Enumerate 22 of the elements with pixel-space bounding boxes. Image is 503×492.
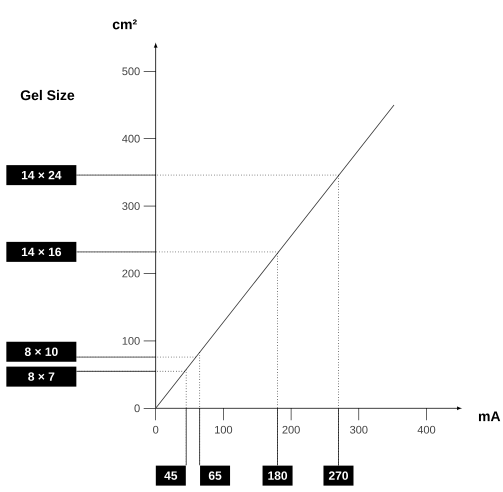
x-tick-label: 400 [418,426,436,434]
y-axis-title: cm² [112,19,137,30]
y-tick-label: 0 [134,404,140,412]
x-tick-label: 200 [282,426,300,434]
ref-line-label: 270 [328,471,348,480]
y-tick-label: 400 [122,134,140,143]
ref-line-label: 14 × 24 [22,170,62,180]
y-tick-label: 300 [122,202,140,210]
text: Gel Size [20,90,74,100]
x-axis-title: mA [478,411,500,422]
y-tick-label: 200 [122,270,140,278]
ref-line-label: 8 × 10 [24,347,58,356]
ref-line-label: 8 × 7 [28,372,54,381]
y-tick-label: 500 [122,67,140,76]
x-tick-label: 0 [153,426,158,434]
x-tick-label: 100 [215,426,232,434]
ref-line-label: 180 [268,471,288,480]
ref-line-label: 45 [164,471,178,480]
legend-label: 65 [208,471,222,480]
x-tick-label: 300 [350,426,368,434]
y-tick-label: 100 [122,337,140,345]
ref-line-label: 14 × 16 [22,248,62,256]
